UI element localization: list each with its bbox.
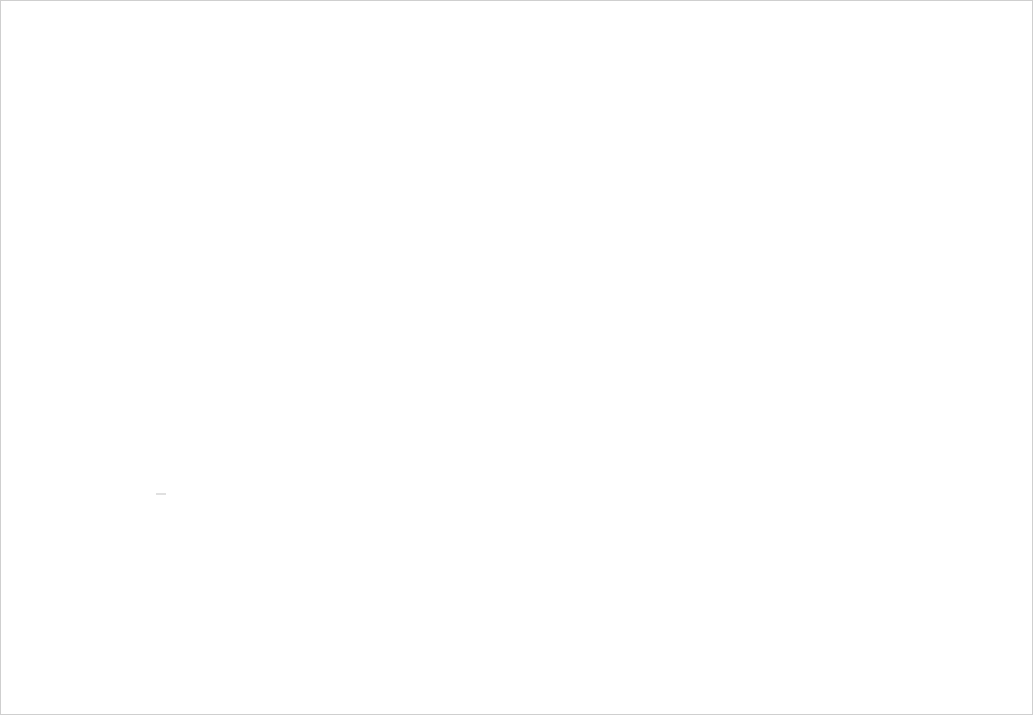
diagram-frame (0, 0, 1033, 715)
diagram-svg (1, 1, 1033, 716)
